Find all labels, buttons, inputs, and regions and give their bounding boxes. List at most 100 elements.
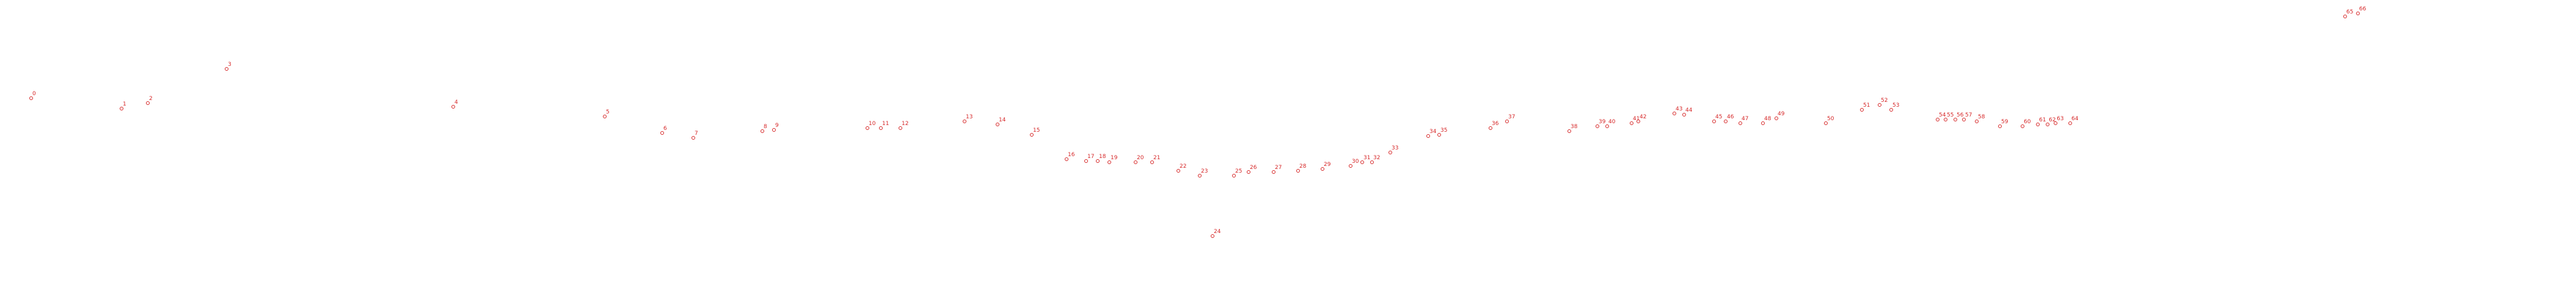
point xyxy=(866,126,869,130)
point xyxy=(1437,133,1441,137)
point xyxy=(1936,118,1939,121)
point-label: 15 xyxy=(1033,127,1040,134)
point xyxy=(1596,124,1599,128)
point-label: 16 xyxy=(1068,152,1075,158)
point-label: 28 xyxy=(1299,163,1307,170)
point-label: 65 xyxy=(2346,9,2353,15)
point-label: 9 xyxy=(775,123,779,129)
point-label: 31 xyxy=(1363,155,1370,161)
point-label: 13 xyxy=(966,114,972,120)
point xyxy=(225,67,228,71)
point-label: 33 xyxy=(1392,145,1398,151)
point xyxy=(879,126,883,130)
point xyxy=(1107,160,1111,164)
point-label: 5 xyxy=(606,109,610,115)
point xyxy=(1370,160,1374,164)
point-label: 59 xyxy=(2001,119,2009,125)
point-label: 25 xyxy=(1235,168,1242,174)
point xyxy=(772,128,776,132)
point-label: 46 xyxy=(1727,114,1734,120)
point-label: 20 xyxy=(1137,155,1144,161)
point-label: 66 xyxy=(2359,6,2366,12)
point xyxy=(120,107,123,110)
point-label: 48 xyxy=(1764,116,1771,122)
point-label: 10 xyxy=(869,121,876,127)
point xyxy=(1150,160,1154,164)
point xyxy=(1232,174,1236,178)
point-label: 45 xyxy=(1715,114,1722,120)
point xyxy=(1489,126,1492,130)
point xyxy=(1296,169,1300,173)
point-label: 63 xyxy=(2057,116,2063,122)
point-label: 19 xyxy=(1111,155,1118,161)
point-label: 61 xyxy=(2039,117,2046,123)
point-label: 4 xyxy=(454,99,458,106)
point xyxy=(1636,120,1640,123)
point xyxy=(146,101,150,105)
point-label: 3 xyxy=(228,62,232,68)
point xyxy=(1824,121,1828,125)
point-label: 2 xyxy=(149,96,153,102)
point xyxy=(1084,159,1088,163)
point xyxy=(1321,167,1324,171)
point-label: 43 xyxy=(1676,106,1682,112)
point-label: 51 xyxy=(1863,102,1870,109)
point xyxy=(2068,121,2072,125)
point xyxy=(1860,108,1864,112)
point-label: 40 xyxy=(1608,119,1616,125)
point xyxy=(996,123,999,126)
point-label: 50 xyxy=(1827,116,1834,122)
point-label: 56 xyxy=(1957,112,1964,118)
point-label: 55 xyxy=(1947,112,1954,118)
point-label: 11 xyxy=(882,121,889,127)
point xyxy=(1030,133,1034,137)
point-label: 54 xyxy=(1939,112,1946,118)
point xyxy=(761,129,764,133)
point-label: 57 xyxy=(1965,112,1972,118)
point-label: 64 xyxy=(2071,116,2079,122)
point-label: 17 xyxy=(1087,154,1094,160)
point-label: 39 xyxy=(1599,119,1606,125)
point-label: 60 xyxy=(2024,119,2031,125)
point xyxy=(1682,113,1686,117)
point xyxy=(1712,120,1716,123)
point xyxy=(1944,118,1947,121)
point xyxy=(1724,120,1728,123)
point-label: 12 xyxy=(902,121,908,127)
point xyxy=(691,136,695,140)
point xyxy=(1567,129,1571,133)
point-label: 34 xyxy=(1429,129,1437,135)
point-label: 1 xyxy=(123,101,126,107)
point-label: 18 xyxy=(1099,154,1106,160)
point-label: 22 xyxy=(1180,163,1186,170)
point-label: 8 xyxy=(764,124,767,130)
point-label: 0 xyxy=(32,91,36,97)
point xyxy=(1739,121,1742,125)
point-label: 58 xyxy=(1978,114,1985,120)
point-label: 47 xyxy=(1742,116,1748,122)
point-label: 44 xyxy=(1685,107,1693,113)
point xyxy=(1211,234,1214,238)
point xyxy=(2356,12,2360,15)
point xyxy=(1096,159,1100,163)
point-label: 14 xyxy=(999,117,1006,123)
point-label: 27 xyxy=(1275,165,1282,171)
point xyxy=(1630,121,1633,125)
point xyxy=(1998,124,2002,128)
point xyxy=(1878,103,1881,107)
point xyxy=(1761,121,1765,125)
point xyxy=(603,115,607,118)
point-label: 21 xyxy=(1153,155,1160,161)
point-label: 7 xyxy=(695,131,698,137)
point xyxy=(1134,160,1137,164)
point xyxy=(2036,123,2040,126)
point xyxy=(1605,124,1609,128)
point xyxy=(1065,157,1068,161)
point xyxy=(1962,118,1966,121)
point-label: 24 xyxy=(1214,229,1221,235)
point xyxy=(29,96,33,100)
point xyxy=(1247,170,1250,174)
point xyxy=(1177,169,1180,173)
point-label: 52 xyxy=(1881,98,1888,104)
point xyxy=(899,126,902,130)
